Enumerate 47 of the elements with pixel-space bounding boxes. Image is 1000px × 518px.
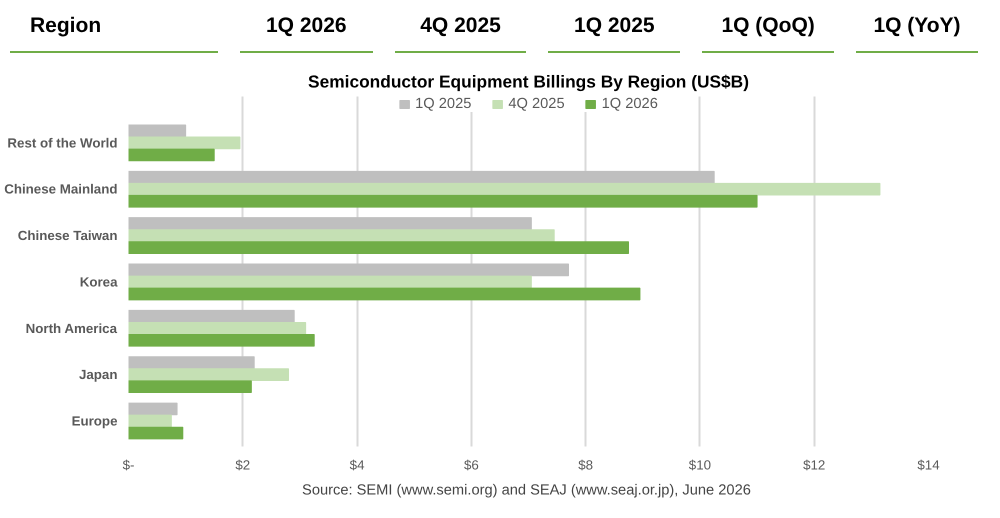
y-tick-label: Japan [78,367,118,382]
bar [128,356,255,369]
bar [128,380,252,394]
bar [128,124,186,138]
y-tick-label: Rest of the World [7,135,118,150]
bar [128,194,758,208]
bar [128,148,215,162]
y-tick-label: North America [26,320,118,336]
bar [128,426,184,440]
bar [128,170,715,184]
y-tick-label: Korea [80,274,118,290]
source-note: Source: SEMI (www.semi.org) and SEAJ (www.seaj.or.jp), June 2026 [302,482,751,498]
y-tick-label: Chinese Taiwan [18,228,118,244]
bar [128,322,306,335]
bar [128,241,629,254]
chart-title: Semiconductor Equipment Billings By Region (US$B) [308,72,749,92]
bar [128,310,295,323]
bar [128,414,172,428]
bar [128,368,289,381]
x-tick-label: $- [122,458,134,472]
x-tick-label: $14 [917,458,940,472]
y-tick-label: Chinese Mainland [4,182,118,197]
x-tick-label: $4 [350,458,366,472]
text: 1Q 2026 [266,14,347,37]
bar [128,276,532,288]
text: 1Q 2025 [574,14,655,37]
bar [128,264,569,276]
bar [128,288,640,300]
text: Region [29,14,102,37]
bar [128,136,240,150]
text: 1Q (QoQ) [721,14,815,37]
legend-label: 1Q 2026 [602,96,658,112]
x-tick-label: $10 [688,458,712,472]
text: 4Q 2025 [420,14,501,37]
x-tick-label: $8 [578,458,594,472]
x-tick-label: $12 [803,458,826,472]
legend-label: 4Q 2025 [508,96,565,112]
x-tick-label: $2 [235,458,250,472]
bar [128,334,315,347]
text: 1Q (YoY) [873,14,961,37]
legend-label: 1Q 2025 [415,96,472,112]
bar [128,229,555,242]
x-tick-label: $6 [464,458,479,472]
bar [128,217,532,230]
bar [128,182,880,196]
bar [128,402,178,416]
y-tick-label: Europe [72,414,118,429]
